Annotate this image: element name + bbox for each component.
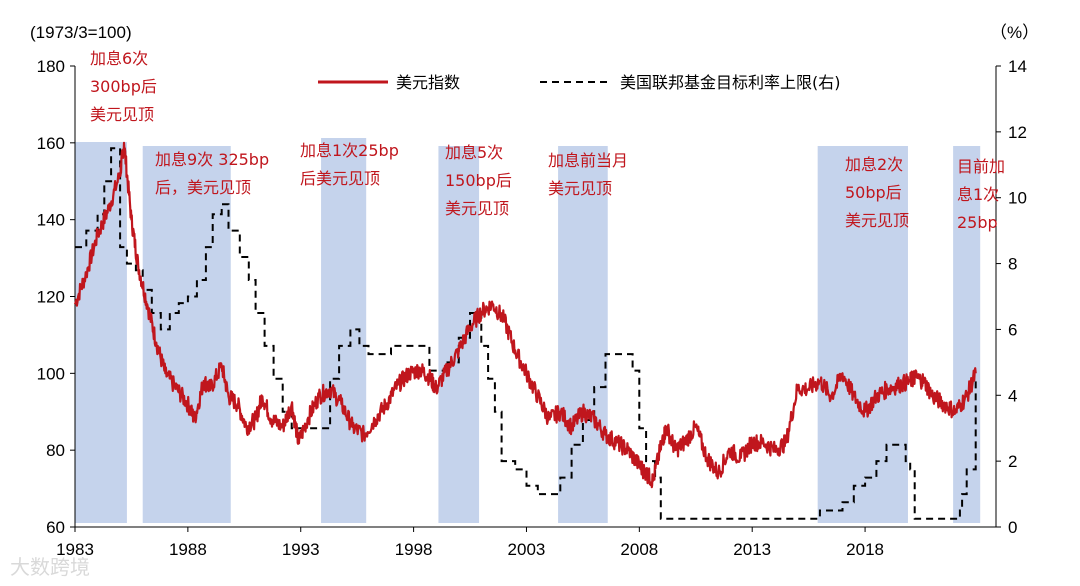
left-tick-label: 140 (37, 211, 65, 230)
left-tick-label: 100 (37, 364, 65, 383)
annotation-5-line-1: 50bp后 (845, 183, 902, 202)
annotation-4-line-0: 加息前当月 (548, 151, 628, 170)
annotation-4-line-1: 美元见顶 (548, 179, 612, 198)
annotation-2-line-0: 加息1次25bp (300, 141, 399, 160)
x-tick-label: 2008 (620, 540, 658, 559)
shaded-period-0 (75, 142, 127, 523)
legend-label-rate: 美国联邦基金目标利率上限(右) (620, 73, 841, 92)
annotation-5-line-0: 加息2次 (845, 155, 903, 174)
right-axis-unit: （%） (990, 23, 1039, 42)
left-tick-label: 60 (46, 518, 65, 537)
annotation-3-line-2: 美元见顶 (445, 199, 509, 218)
annotation-0-line-2: 美元见顶 (90, 105, 154, 124)
x-tick-label: 1988 (169, 540, 207, 559)
left-axis-ticks: 60 80 100 120 140 160 180 (37, 57, 75, 537)
x-tick-label: 2003 (508, 540, 546, 559)
annotation-5-line-2: 美元见顶 (845, 211, 909, 230)
shaded-period-4 (558, 146, 608, 523)
shaded-period-5 (817, 146, 908, 523)
left-axis-unit: (1973/3=100) (30, 23, 132, 42)
annotation-1-line-0: 加息9次 325bp (155, 150, 269, 169)
legend: 美元指数 美国联邦基金目标利率上限(右) (318, 73, 841, 92)
right-tick-label: 12 (1008, 123, 1027, 142)
right-tick-label: 4 (1008, 386, 1017, 405)
annotation-1-line-1: 后，美元见顶 (155, 178, 251, 197)
legend-label-usd: 美元指数 (396, 73, 460, 92)
left-tick-label: 120 (37, 288, 65, 307)
x-tick-label: 1983 (56, 540, 94, 559)
left-tick-label: 160 (37, 134, 65, 153)
right-tick-label: 0 (1008, 518, 1017, 537)
annotation-0-line-0: 加息6次 (90, 49, 148, 68)
right-tick-label: 6 (1008, 320, 1017, 339)
shaded-period-1 (142, 146, 231, 523)
right-tick-label: 10 (1008, 189, 1027, 208)
x-tick-label: 2013 (733, 540, 771, 559)
left-tick-label: 80 (46, 441, 65, 460)
right-tick-label: 2 (1008, 452, 1017, 471)
annotation-6-line-2: 25bp (957, 213, 998, 232)
x-tick-label: 1998 (395, 540, 433, 559)
usd-index-line (73, 141, 977, 489)
x-tick-label: 1993 (282, 540, 320, 559)
annotation-3-line-1: 150bp后 (445, 171, 512, 190)
shaded-periods (75, 138, 981, 523)
left-tick-label: 180 (37, 57, 65, 76)
annotation-2-line-1: 后美元见顶 (300, 169, 380, 188)
right-tick-label: 8 (1008, 255, 1017, 274)
annotation-3-line-0: 加息5次 (445, 143, 503, 162)
annotation-0-line-1: 300bp后 (90, 77, 157, 96)
annotation-6-line-0: 目前加 (957, 157, 1005, 176)
series-lines (73, 141, 977, 520)
x-axis-ticks: 1983 1988 1993 1998 2003 2008 2013 2018 (56, 527, 884, 559)
annotation-6-line-1: 息1次 (957, 185, 999, 204)
right-axis-ticks: 0 2 4 6 8 10 12 14 (996, 57, 1027, 537)
rate-line (75, 147, 977, 520)
right-tick-label: 14 (1008, 57, 1027, 76)
x-tick-label: 2018 (846, 540, 884, 559)
watermark: 大数跨境 (10, 555, 90, 579)
shaded-period-3 (438, 146, 480, 523)
